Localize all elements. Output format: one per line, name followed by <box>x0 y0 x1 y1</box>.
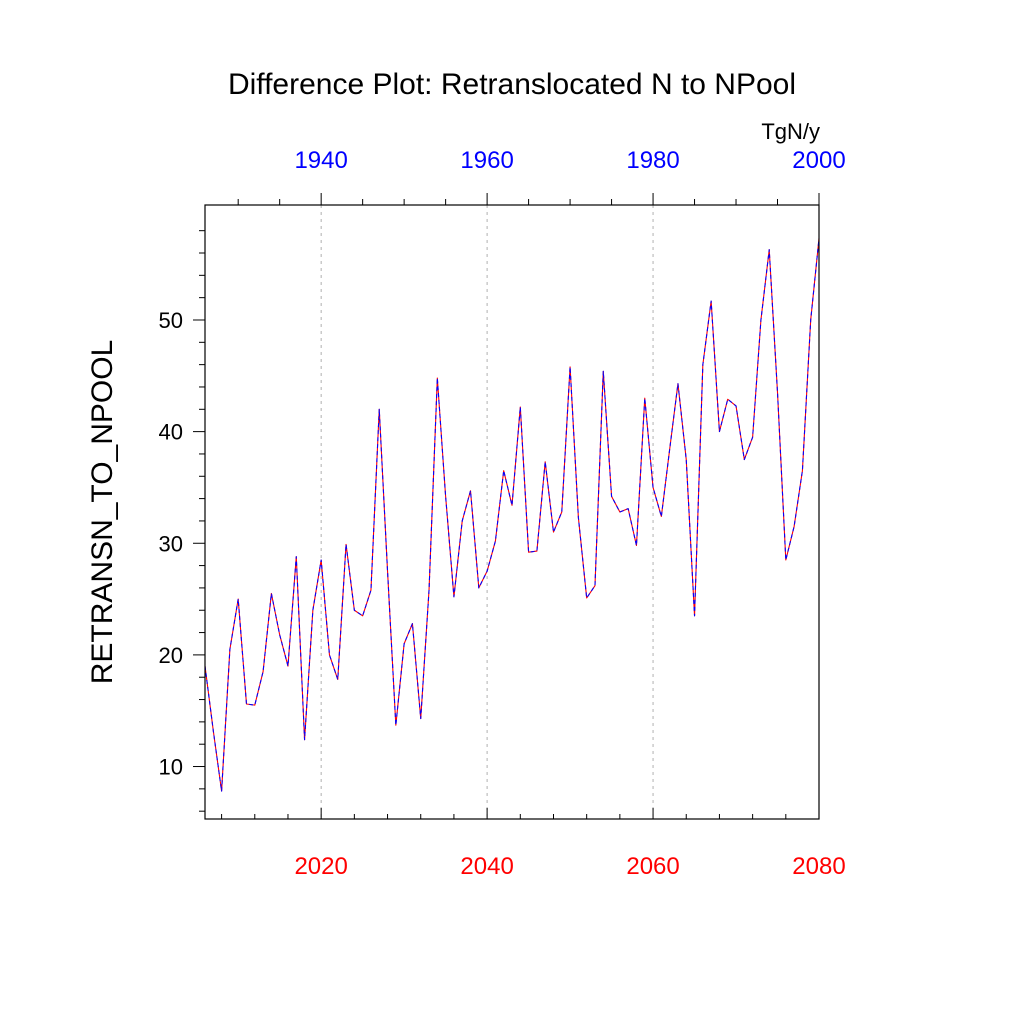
series-lines <box>204 238 820 792</box>
top-tick-label: 1980 <box>626 147 679 174</box>
plot-frame <box>204 204 820 820</box>
units-label: TgN/y <box>761 119 820 144</box>
top-tick-label: 1940 <box>294 147 347 174</box>
y-tick-label: 20 <box>159 643 183 668</box>
y-tick-label: 50 <box>159 308 183 333</box>
top-tick-label: 1960 <box>460 147 513 174</box>
top-tick-label: 2000 <box>792 147 845 174</box>
axes: 2020 2040 2060 2080 1940 1960 1980 2000 10 20 30 40… <box>159 147 846 880</box>
x-tick-label: 2020 <box>294 853 347 880</box>
y-tick-label: 40 <box>159 420 183 445</box>
chart-title: Difference Plot: Retranslocated N to NPo… <box>228 68 796 101</box>
y-tick-label: 30 <box>159 531 183 556</box>
x-tick-label: 2080 <box>792 853 845 880</box>
y-tick-label: 10 <box>159 755 183 780</box>
x-tick-label: 2060 <box>626 853 679 880</box>
series-overlay-blue <box>204 238 820 792</box>
gridlines <box>320 205 654 819</box>
x-tick-label: 2040 <box>460 853 513 880</box>
series-line-red <box>204 238 820 792</box>
y-axis-label: RETRANSN_TO_NPOOL <box>86 340 119 685</box>
